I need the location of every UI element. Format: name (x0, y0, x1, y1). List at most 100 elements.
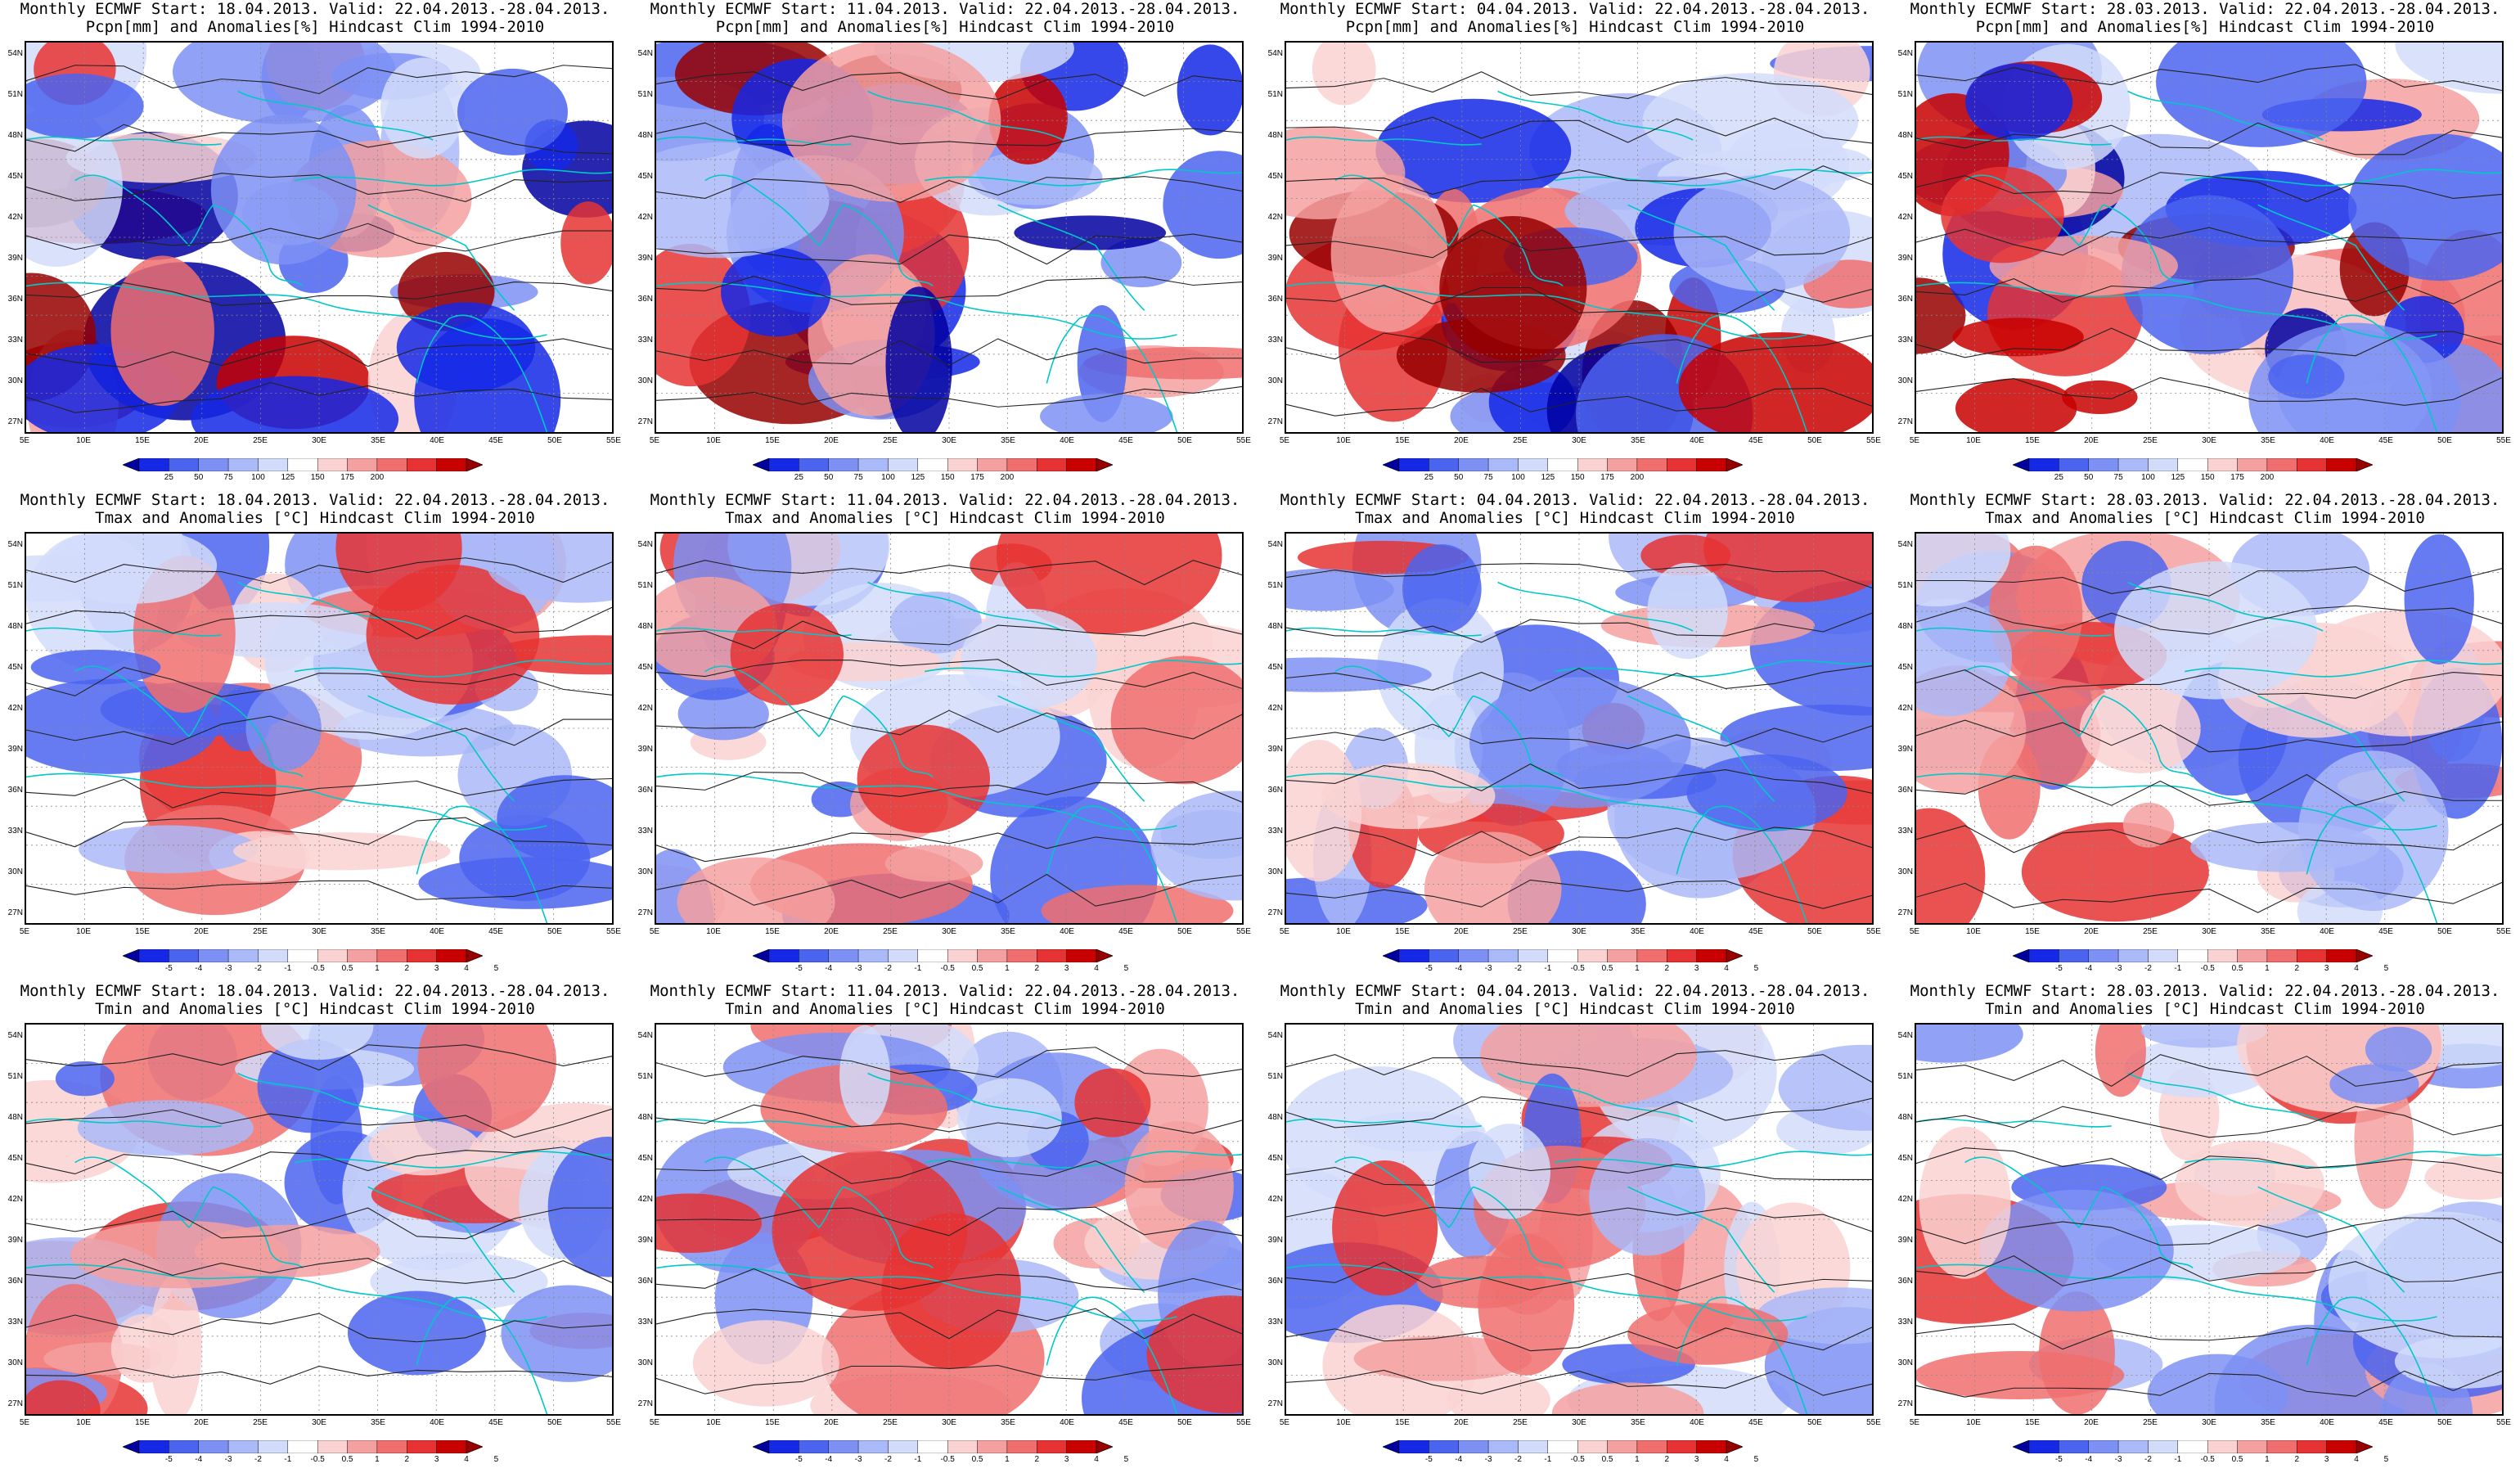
longitude-label: 45E (488, 927, 503, 936)
latitude-label: 51N (1267, 90, 1283, 99)
colorbar-tick-label: 200 (1630, 473, 1645, 482)
coastline (26, 627, 222, 637)
anomaly-region (1376, 598, 1505, 741)
contour-line (1916, 122, 2502, 155)
colorbar-tick-label: 200 (370, 473, 385, 482)
latitude-label: 45N (1897, 172, 1913, 181)
panel-title: Monthly ECMWF Start: 11.04.2013. Valid: … (650, 0, 1240, 18)
colorbar-swatch (317, 948, 348, 963)
contour-line (656, 1268, 1242, 1291)
latitude-label: 36N (7, 1277, 23, 1286)
panel-title: Monthly ECMWF Start: 28.03.2013. Valid: … (1910, 0, 2500, 18)
map-panel: Monthly ECMWF Start: 28.03.2013. Valid: … (1890, 0, 2520, 491)
latitude-label: 48N (1267, 622, 1283, 631)
contour-line (26, 65, 612, 95)
anomaly-region (1321, 763, 1496, 830)
coastline (656, 282, 1177, 340)
latitude-label: 27N (1897, 1399, 1913, 1408)
anomaly-field (1916, 534, 2502, 923)
longitude-label: 10E (706, 927, 721, 936)
colorbar-tick-label: 2 (404, 964, 410, 973)
longitude-label: 50E (2437, 436, 2452, 445)
anomaly-region (110, 255, 214, 407)
longitude-label: 55E (2496, 927, 2511, 936)
contour-line (26, 338, 612, 368)
longitude-label: 25E (1513, 1418, 1528, 1427)
longitude-label: 15E (135, 436, 150, 445)
contour-line (26, 667, 612, 697)
colorbar (1382, 948, 1744, 963)
coastline (1286, 1118, 1482, 1128)
colorbar-arrow-left (752, 457, 770, 472)
colorbar-tick-label: 0.5 (341, 1455, 353, 1464)
colorbar-swatch (1577, 457, 1608, 472)
contour-line (656, 1104, 1242, 1134)
anomaly-region (2365, 1026, 2432, 1072)
latitude-label: 36N (7, 786, 23, 795)
coastline (1676, 314, 1808, 432)
latitude-label: 48N (1267, 131, 1283, 140)
colorbar-swatch (1636, 1439, 1667, 1454)
colorbar-tick-label: -3 (1484, 964, 1492, 973)
colorbar-tick-label: -5 (1424, 1455, 1433, 1464)
coastline (1627, 1186, 1775, 1293)
colorbar-swatch (407, 1439, 437, 1454)
latitude-label: 54N (637, 540, 653, 549)
anomaly-region (26, 106, 123, 267)
coastline (843, 1186, 934, 1269)
colorbar-swatch (2117, 948, 2149, 963)
colorbar-swatch (347, 457, 378, 472)
latitude-label: 39N (1267, 254, 1283, 263)
colorbar-swatch (1696, 948, 1727, 963)
contour-line (656, 338, 1242, 367)
panel-title: Monthly ECMWF Start: 04.04.2013. Valid: … (1280, 0, 1870, 18)
coastline (1916, 1118, 2112, 1128)
colorbar-tick-label: -2 (254, 1455, 262, 1464)
coastline (1676, 805, 1808, 923)
colorbar-tick-label: -0.5 (310, 1455, 325, 1464)
contour-line (1916, 669, 2502, 699)
longitude-label: 55E (606, 436, 621, 445)
anomaly-region (457, 68, 569, 155)
contour-line (26, 1044, 612, 1071)
colorbar-tick-label: -2 (1514, 1455, 1522, 1464)
colorbar-swatch (1518, 457, 1549, 472)
anomaly-region (245, 686, 322, 771)
anomaly-region (2114, 561, 2318, 700)
longitude-label: 10E (1966, 436, 1981, 445)
longitude-label: 30E (1572, 927, 1586, 936)
latitude-label: 51N (1267, 1072, 1283, 1081)
anomaly-region (677, 687, 769, 741)
colorbar-swatch (376, 457, 407, 472)
anomaly-region (2062, 380, 2138, 414)
colorbar-tick-label: 25 (794, 473, 803, 482)
longitude-label: 40E (430, 927, 444, 936)
contour-line (656, 122, 1242, 146)
longitude-label: 30E (312, 1418, 326, 1427)
coastline (1555, 660, 1872, 678)
longitude-label: 10E (76, 1418, 91, 1427)
colorbar-swatch (2326, 948, 2357, 963)
anomaly-region (257, 1038, 364, 1133)
longitude-label: 20E (2084, 1418, 2099, 1427)
colorbar-tick-label: 5 (493, 1455, 499, 1464)
colorbar-swatch (1429, 1439, 1459, 1454)
longitude-label: 35E (1001, 1418, 1015, 1427)
latitude-label: 27N (1267, 417, 1283, 426)
colorbar-tick-label: -5 (164, 1455, 173, 1464)
latitude-label: 45N (1267, 663, 1283, 672)
latitude-label: 42N (637, 704, 653, 713)
latitude-label: 30N (1267, 376, 1283, 385)
colorbar-swatch (407, 457, 437, 472)
colorbar-tick-label: 175 (2230, 473, 2244, 482)
latitude-label: 36N (1897, 1277, 1913, 1286)
latitude-label: 30N (637, 867, 653, 876)
colorbar-swatch (2148, 457, 2179, 472)
colorbar (752, 457, 1114, 472)
colorbar-swatch (768, 948, 799, 963)
colorbar-tick-label: 150 (310, 473, 325, 482)
colorbar-swatch (1636, 457, 1667, 472)
coastline (26, 1264, 547, 1322)
anomaly-region (497, 775, 612, 862)
colorbar-swatch (1066, 457, 1097, 472)
